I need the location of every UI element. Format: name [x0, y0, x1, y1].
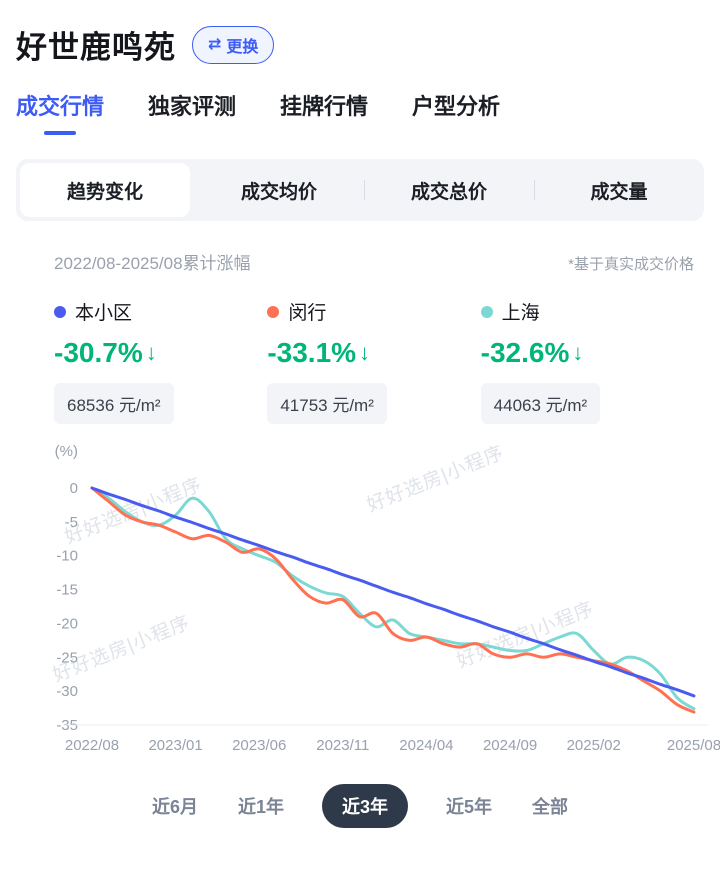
- change-percent: -30.7% ↓: [54, 337, 267, 369]
- main-nav-tabs: 成交行情 独家评测 挂牌行情 户型分析: [0, 73, 720, 135]
- tab-label: 户型分析: [412, 94, 501, 119]
- change-percent: -32.6% ↓: [481, 337, 694, 369]
- range-1y[interactable]: 近1年: [237, 797, 284, 817]
- y-tick-label: -10: [56, 548, 78, 565]
- range-3y[interactable]: 近3年: [322, 784, 409, 828]
- subtab-avg-price[interactable]: 成交均价: [194, 159, 364, 221]
- y-tick-label: -5: [65, 514, 78, 531]
- subtab-volume[interactable]: 成交量: [534, 159, 704, 221]
- legend-item: 闵行: [267, 298, 480, 325]
- subtab-label: 成交量: [590, 181, 648, 203]
- price-badge: 68536 元/m²: [54, 383, 174, 424]
- range-all[interactable]: 全部: [532, 797, 569, 817]
- period-label: 2022/08-2025/08累计涨幅: [54, 254, 251, 273]
- y-tick-label: -30: [56, 683, 78, 700]
- tab-label: 独家评测: [148, 94, 237, 119]
- x-tick-label: 2025/02: [567, 737, 621, 754]
- tab-deal-trend[interactable]: 成交行情: [16, 89, 104, 135]
- tab-label: 成交行情: [16, 94, 105, 119]
- x-tick-label: 2023/06: [232, 737, 286, 754]
- subtab-total-price[interactable]: 成交总价: [364, 159, 534, 221]
- stat-this-community: 本小区 -30.7% ↓ 68536 元/m²: [54, 298, 267, 424]
- tab-label: 挂牌行情: [280, 94, 369, 119]
- subtab-trend-change[interactable]: 趋势变化: [20, 163, 190, 217]
- y-tick-label: -15: [56, 582, 78, 599]
- legend-label: 本小区: [75, 303, 133, 324]
- x-tick-label: 2023/11: [316, 737, 369, 754]
- stats-row: 本小区 -30.7% ↓ 68536 元/m² 闵行 -33.1% ↓ 4175…: [0, 274, 720, 424]
- y-tick-label: -25: [56, 649, 78, 666]
- series-line-2: [90, 486, 696, 711]
- legend-item: 本小区: [54, 298, 267, 325]
- range-6m[interactable]: 近6月: [151, 797, 198, 817]
- time-range-tabs: 近6月 近1年 近3年 近5年 全部: [0, 784, 720, 828]
- legend-dot-teal: [480, 305, 493, 318]
- x-tick-label: 2024/09: [483, 737, 537, 754]
- switch-community-button[interactable]: ⇄ 更换: [192, 25, 275, 64]
- tab-layout-analysis[interactable]: 户型分析: [412, 89, 500, 135]
- subtab-label: 成交均价: [240, 181, 317, 203]
- x-tick-label: 2022/08: [65, 737, 119, 754]
- x-tick-label: 2024/04: [399, 737, 453, 754]
- sub-tabs: 趋势变化 成交均价 成交总价 成交量: [16, 159, 704, 221]
- page-title: 好世鹿鸣苑: [16, 30, 176, 65]
- y-tick-label: 0: [70, 480, 78, 497]
- price-badge: 44063 元/m²: [480, 383, 601, 424]
- stat-shanghai: 上海 -32.6% ↓ 44063 元/m²: [480, 298, 694, 424]
- header: 好世鹿鸣苑 ⇄ 更换: [0, 0, 720, 73]
- trend-chart: 好好选房|小程序 好好选房|小程序 好好选房|小程序 好好选房|小程序 (%) 0…: [0, 438, 720, 764]
- legend-dot-orange: [267, 305, 280, 318]
- legend-label: 闵行: [288, 303, 327, 324]
- change-value: -33.1%: [267, 337, 357, 368]
- arrow-down-icon: ↓: [572, 340, 584, 365]
- legend-label: 上海: [501, 303, 540, 324]
- range-5y[interactable]: 近5年: [446, 797, 493, 817]
- arrow-down-icon: ↓: [145, 340, 157, 365]
- series-line-0: [90, 486, 696, 698]
- change-value: -30.7%: [54, 337, 143, 368]
- legend-item: 上海: [480, 298, 694, 325]
- y-tick-label: -20: [56, 615, 78, 632]
- subtab-label: 成交总价: [410, 181, 487, 203]
- source-note: *基于真实成交价格: [568, 256, 694, 273]
- series-line-1: [90, 486, 696, 714]
- price-badge: 41753 元/m²: [267, 383, 387, 424]
- change-percent: -33.1% ↓: [267, 337, 480, 369]
- x-tick-label: 2025/08: [667, 737, 720, 754]
- arrow-down-icon: ↓: [359, 340, 371, 365]
- subtab-label: 趋势变化: [66, 181, 143, 203]
- tab-exclusive-review[interactable]: 独家评测: [148, 89, 236, 135]
- switch-button-label: 更换: [226, 38, 259, 56]
- change-value: -32.6%: [480, 337, 570, 368]
- swap-icon: ⇄: [208, 35, 222, 53]
- active-tab-underline: [44, 131, 76, 135]
- stat-minhang: 闵行 -33.1% ↓ 41753 元/m²: [267, 298, 480, 424]
- x-tick-label: 2023/01: [148, 737, 202, 754]
- y-axis-unit-label: (%): [55, 443, 78, 460]
- tab-listing-market[interactable]: 挂牌行情: [280, 89, 368, 135]
- legend-dot-blue: [54, 305, 66, 318]
- info-row: 2022/08-2025/08累计涨幅 *基于真实成交价格: [0, 221, 720, 274]
